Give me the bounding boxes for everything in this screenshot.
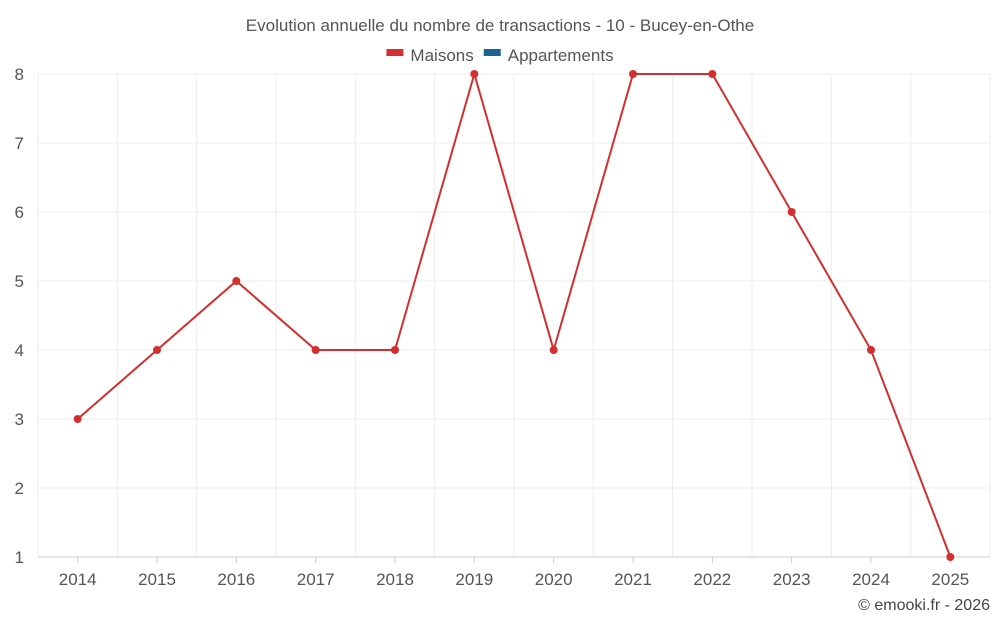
credit-text: © emooki.fr - 2026 [858,597,990,614]
legend-item-maisons[interactable]: Maisons [386,46,474,65]
data-point [470,70,479,78]
legend-label: Appartements [508,46,614,65]
data-point [73,415,82,423]
series-line-maisons [77,70,952,558]
x-tick-label: 2022 [693,570,731,589]
data-point [311,346,320,354]
x-tick-label: 2015 [138,570,176,589]
y-tick-label: 3 [15,410,24,429]
x-tick-label: 2021 [614,570,652,589]
data-point [629,70,637,78]
data-point [549,346,558,354]
y-tick-label: 1 [15,548,24,567]
x-tick-label: 2019 [455,570,493,589]
legend-item-appartements[interactable]: Appartements [483,46,614,65]
data-point [787,208,796,216]
y-tick-label: 2 [15,479,24,498]
y-tick-label: 8 [15,65,24,84]
x-tick-label: 2020 [535,570,573,589]
legend: Maisons Appartements [386,46,614,65]
y-tick-label: 5 [15,272,24,291]
data-point [232,277,241,285]
x-tick-label: 2023 [773,570,811,589]
x-tick-label: 2025 [931,570,969,589]
x-tick-label: 2017 [297,570,335,589]
data-point [708,70,717,78]
x-tick-label: 2018 [376,570,414,589]
data-point [946,553,955,561]
axes: 1 2 3 4 5 6 7 8 2014 2015 2016 2017 2018 2019 2020 2021… [15,65,990,589]
series-layer [73,70,955,561]
legend-label: Maisons [410,46,473,65]
x-tick-label: 2014 [59,570,97,589]
data-point [867,346,875,354]
legend-swatch [483,49,501,56]
chart-title: Evolution annuelle du nombre de transact… [246,16,754,35]
x-tick-label: 2016 [217,570,255,589]
data-point [391,346,399,354]
grid [37,73,991,557]
legend-swatch [386,49,404,56]
y-tick-label: 7 [15,134,24,153]
y-tick-label: 6 [15,203,24,222]
y-tick-label: 4 [15,341,24,360]
x-tick-label: 2024 [852,570,890,589]
data-point [153,346,161,354]
